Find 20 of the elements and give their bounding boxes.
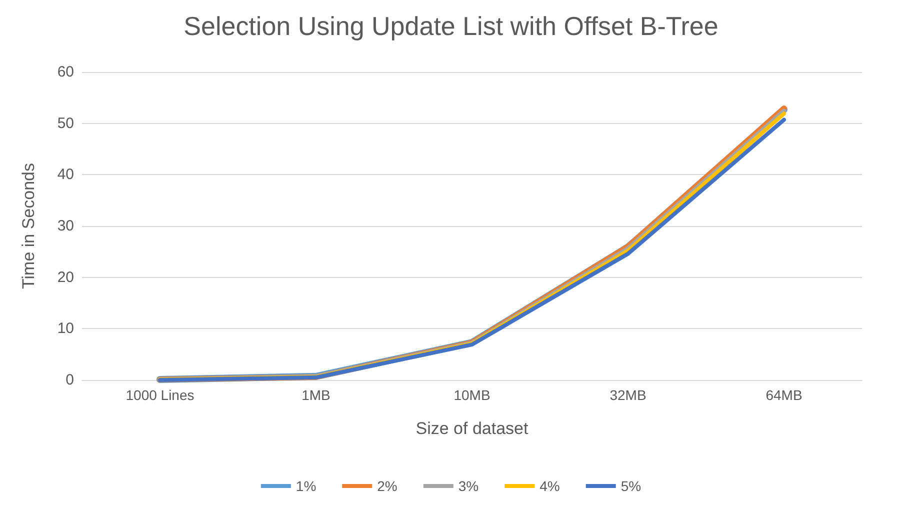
legend-label: 4% (540, 478, 560, 494)
legend-label: 3% (458, 478, 479, 494)
y-tick-label: 0 (66, 372, 74, 388)
y-axis-title: Time in Seconds (19, 163, 38, 289)
y-tick-label: 50 (57, 114, 74, 132)
chart-title: Selection Using Update List with Offset B-Tree (184, 11, 718, 41)
x-tick-label: 1MB (302, 387, 330, 403)
legend-label: 1% (296, 478, 316, 494)
y-tick-label: 30 (57, 218, 74, 234)
x-axis-title: Size of dataset (416, 419, 528, 438)
y-tick-label: 10 (57, 320, 74, 338)
legend-label: 5% (620, 478, 642, 494)
x-tick-label: 1000 Lines (126, 387, 194, 403)
x-tick-label: 64MB (766, 387, 802, 403)
y-tick-label: 40 (57, 166, 74, 184)
x-tick-label: 32MB (610, 387, 646, 403)
y-tick-label: 20 (57, 268, 74, 286)
y-tick-label: 60 (57, 64, 74, 80)
x-tick-label: 10MB (454, 387, 490, 403)
legend-label: 2% (377, 478, 398, 494)
